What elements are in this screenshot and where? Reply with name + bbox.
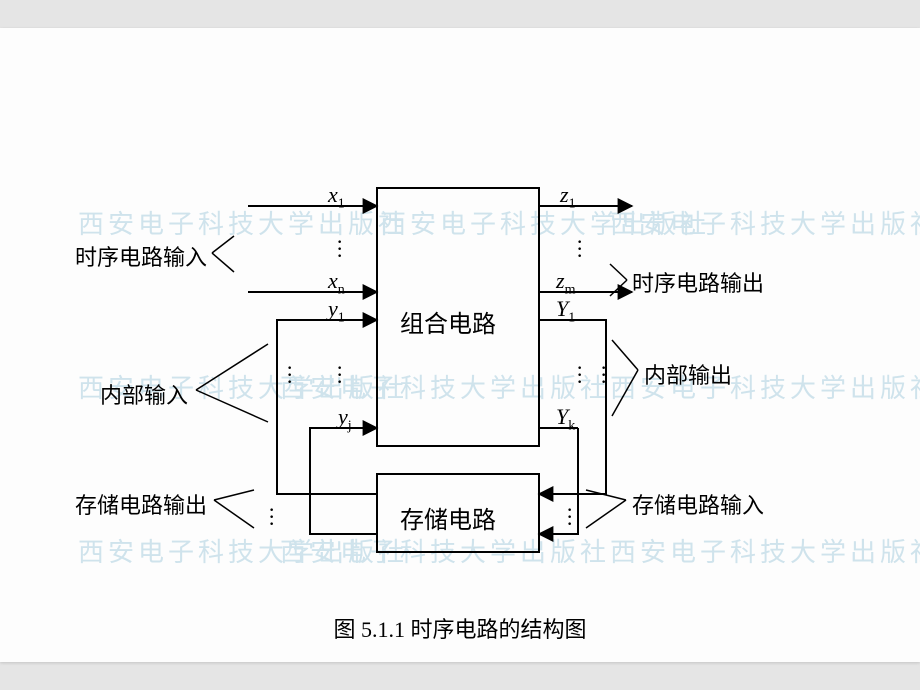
sym-yj: yj	[338, 404, 352, 434]
sym-x1: x1	[328, 182, 345, 212]
vdots-right-outer: ···	[600, 364, 607, 385]
vdots-x: ···	[336, 238, 343, 259]
sym-z1: z1	[560, 182, 576, 212]
sym-Y1: Y1	[556, 296, 575, 326]
storage-block-label: 存储电路	[400, 500, 496, 535]
sym-xn: xn	[328, 268, 345, 298]
label-seq-output: 时序电路输出	[632, 266, 764, 298]
vdots-Y: ···	[576, 364, 583, 385]
sym-y1: y1	[328, 296, 345, 326]
vdots-storage-right: ···	[566, 506, 573, 527]
label-internal-input: 内部输入	[100, 378, 188, 410]
label-storage-input: 存储电路输入	[632, 488, 764, 520]
vdots-y: ···	[336, 364, 343, 385]
vdots-left-outer: ···	[286, 364, 293, 385]
slide-card: 西安电子科技大学出版社西安电子科技大学出版社西安电子科技大学出版社西安电子科技大…	[0, 28, 920, 662]
diagram-svg	[0, 28, 920, 662]
label-seq-input: 时序电路输入	[75, 240, 207, 272]
sym-zm: zm	[556, 268, 575, 298]
label-storage-output: 存储电路输出	[75, 488, 207, 520]
vdots-storage-left: ···	[268, 506, 275, 527]
combinational-block-label: 组合电路	[400, 304, 496, 339]
label-internal-output: 内部输出	[644, 358, 732, 390]
sym-Yk: Yk	[556, 404, 575, 434]
vdots-z: ···	[576, 238, 583, 259]
figure-caption: 图 5.1.1 时序电路的结构图	[0, 612, 920, 644]
